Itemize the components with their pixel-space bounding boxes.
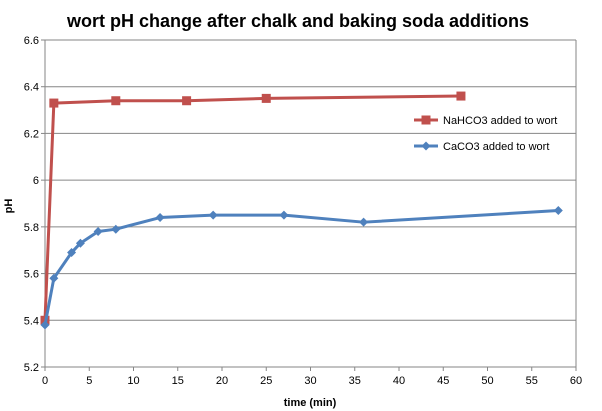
x-tick-label: 45 — [437, 375, 449, 387]
x-tick-label: 10 — [127, 375, 139, 387]
y-tick-label: 5.8 — [24, 222, 39, 234]
y-tick-label: 6.6 — [24, 35, 39, 47]
series-nahco3 — [40, 91, 466, 325]
x-tick-label: 20 — [216, 375, 228, 387]
data-point-diamond — [155, 213, 165, 223]
y-tick-label: 5.6 — [24, 269, 39, 281]
axes — [41, 39, 577, 371]
data-point-diamond — [75, 238, 85, 248]
series-caco3 — [40, 206, 563, 330]
x-tick-label: 50 — [481, 375, 493, 387]
data-point-diamond — [111, 224, 121, 234]
data-point-diamond — [208, 210, 218, 220]
data-point-square — [111, 96, 121, 106]
legend-item: CaCO3 added to wort — [414, 141, 549, 153]
x-tick-label: 5 — [86, 375, 92, 387]
data-point-diamond — [49, 273, 59, 283]
x-tick-label: 40 — [393, 375, 405, 387]
y-tick-label: 6 — [33, 175, 39, 187]
chart-title: wort pH change after chalk and baking so… — [66, 11, 529, 31]
x-tick-labels: 0 5 10 15 20 25 30 35 40 45 50 55 60 — [42, 375, 582, 387]
y-tick-label: 6.2 — [24, 128, 39, 140]
data-point-square — [421, 115, 431, 125]
y-tick-label: 6.4 — [24, 82, 39, 94]
y-tick-labels: 5.2 5.4 5.6 5.8 6 6.2 6.4 6.6 — [24, 35, 39, 374]
x-tick-label: 30 — [304, 375, 316, 387]
x-axis-label: time (min) — [284, 397, 337, 409]
data-point-square — [456, 91, 466, 101]
series-line — [43, 94, 461, 321]
x-tick-label: 0 — [42, 375, 48, 387]
x-tick-label: 55 — [526, 375, 538, 387]
data-point-square — [182, 96, 192, 106]
y-tick-label: 5.2 — [24, 362, 39, 374]
x-tick-label: 35 — [349, 375, 361, 387]
legend-label: NaHCO3 added to wort — [443, 115, 557, 127]
data-point-diamond — [421, 141, 431, 151]
legend-item: NaHCO3 added to wort — [414, 115, 557, 127]
legend-label: CaCO3 added to wort — [443, 141, 549, 153]
y-tick-label: 5.4 — [24, 315, 39, 327]
data-point-square — [261, 93, 271, 103]
data-point-square — [49, 98, 59, 108]
x-tick-label: 25 — [260, 375, 272, 387]
data-point-diamond — [40, 320, 50, 330]
data-point-diamond — [93, 227, 103, 237]
grid-lines — [45, 39, 576, 368]
y-axis-label: pH — [3, 199, 15, 214]
x-tick-label: 60 — [570, 375, 582, 387]
x-tick-label: 15 — [172, 375, 184, 387]
series-layer — [40, 91, 563, 330]
series-line — [43, 209, 559, 326]
data-point-diamond — [67, 248, 77, 258]
data-point-diamond — [553, 206, 563, 216]
legend: NaHCO3 added to wort CaCO3 added to wort — [414, 115, 557, 153]
data-point-diamond — [359, 217, 369, 227]
data-point-diamond — [279, 210, 289, 220]
